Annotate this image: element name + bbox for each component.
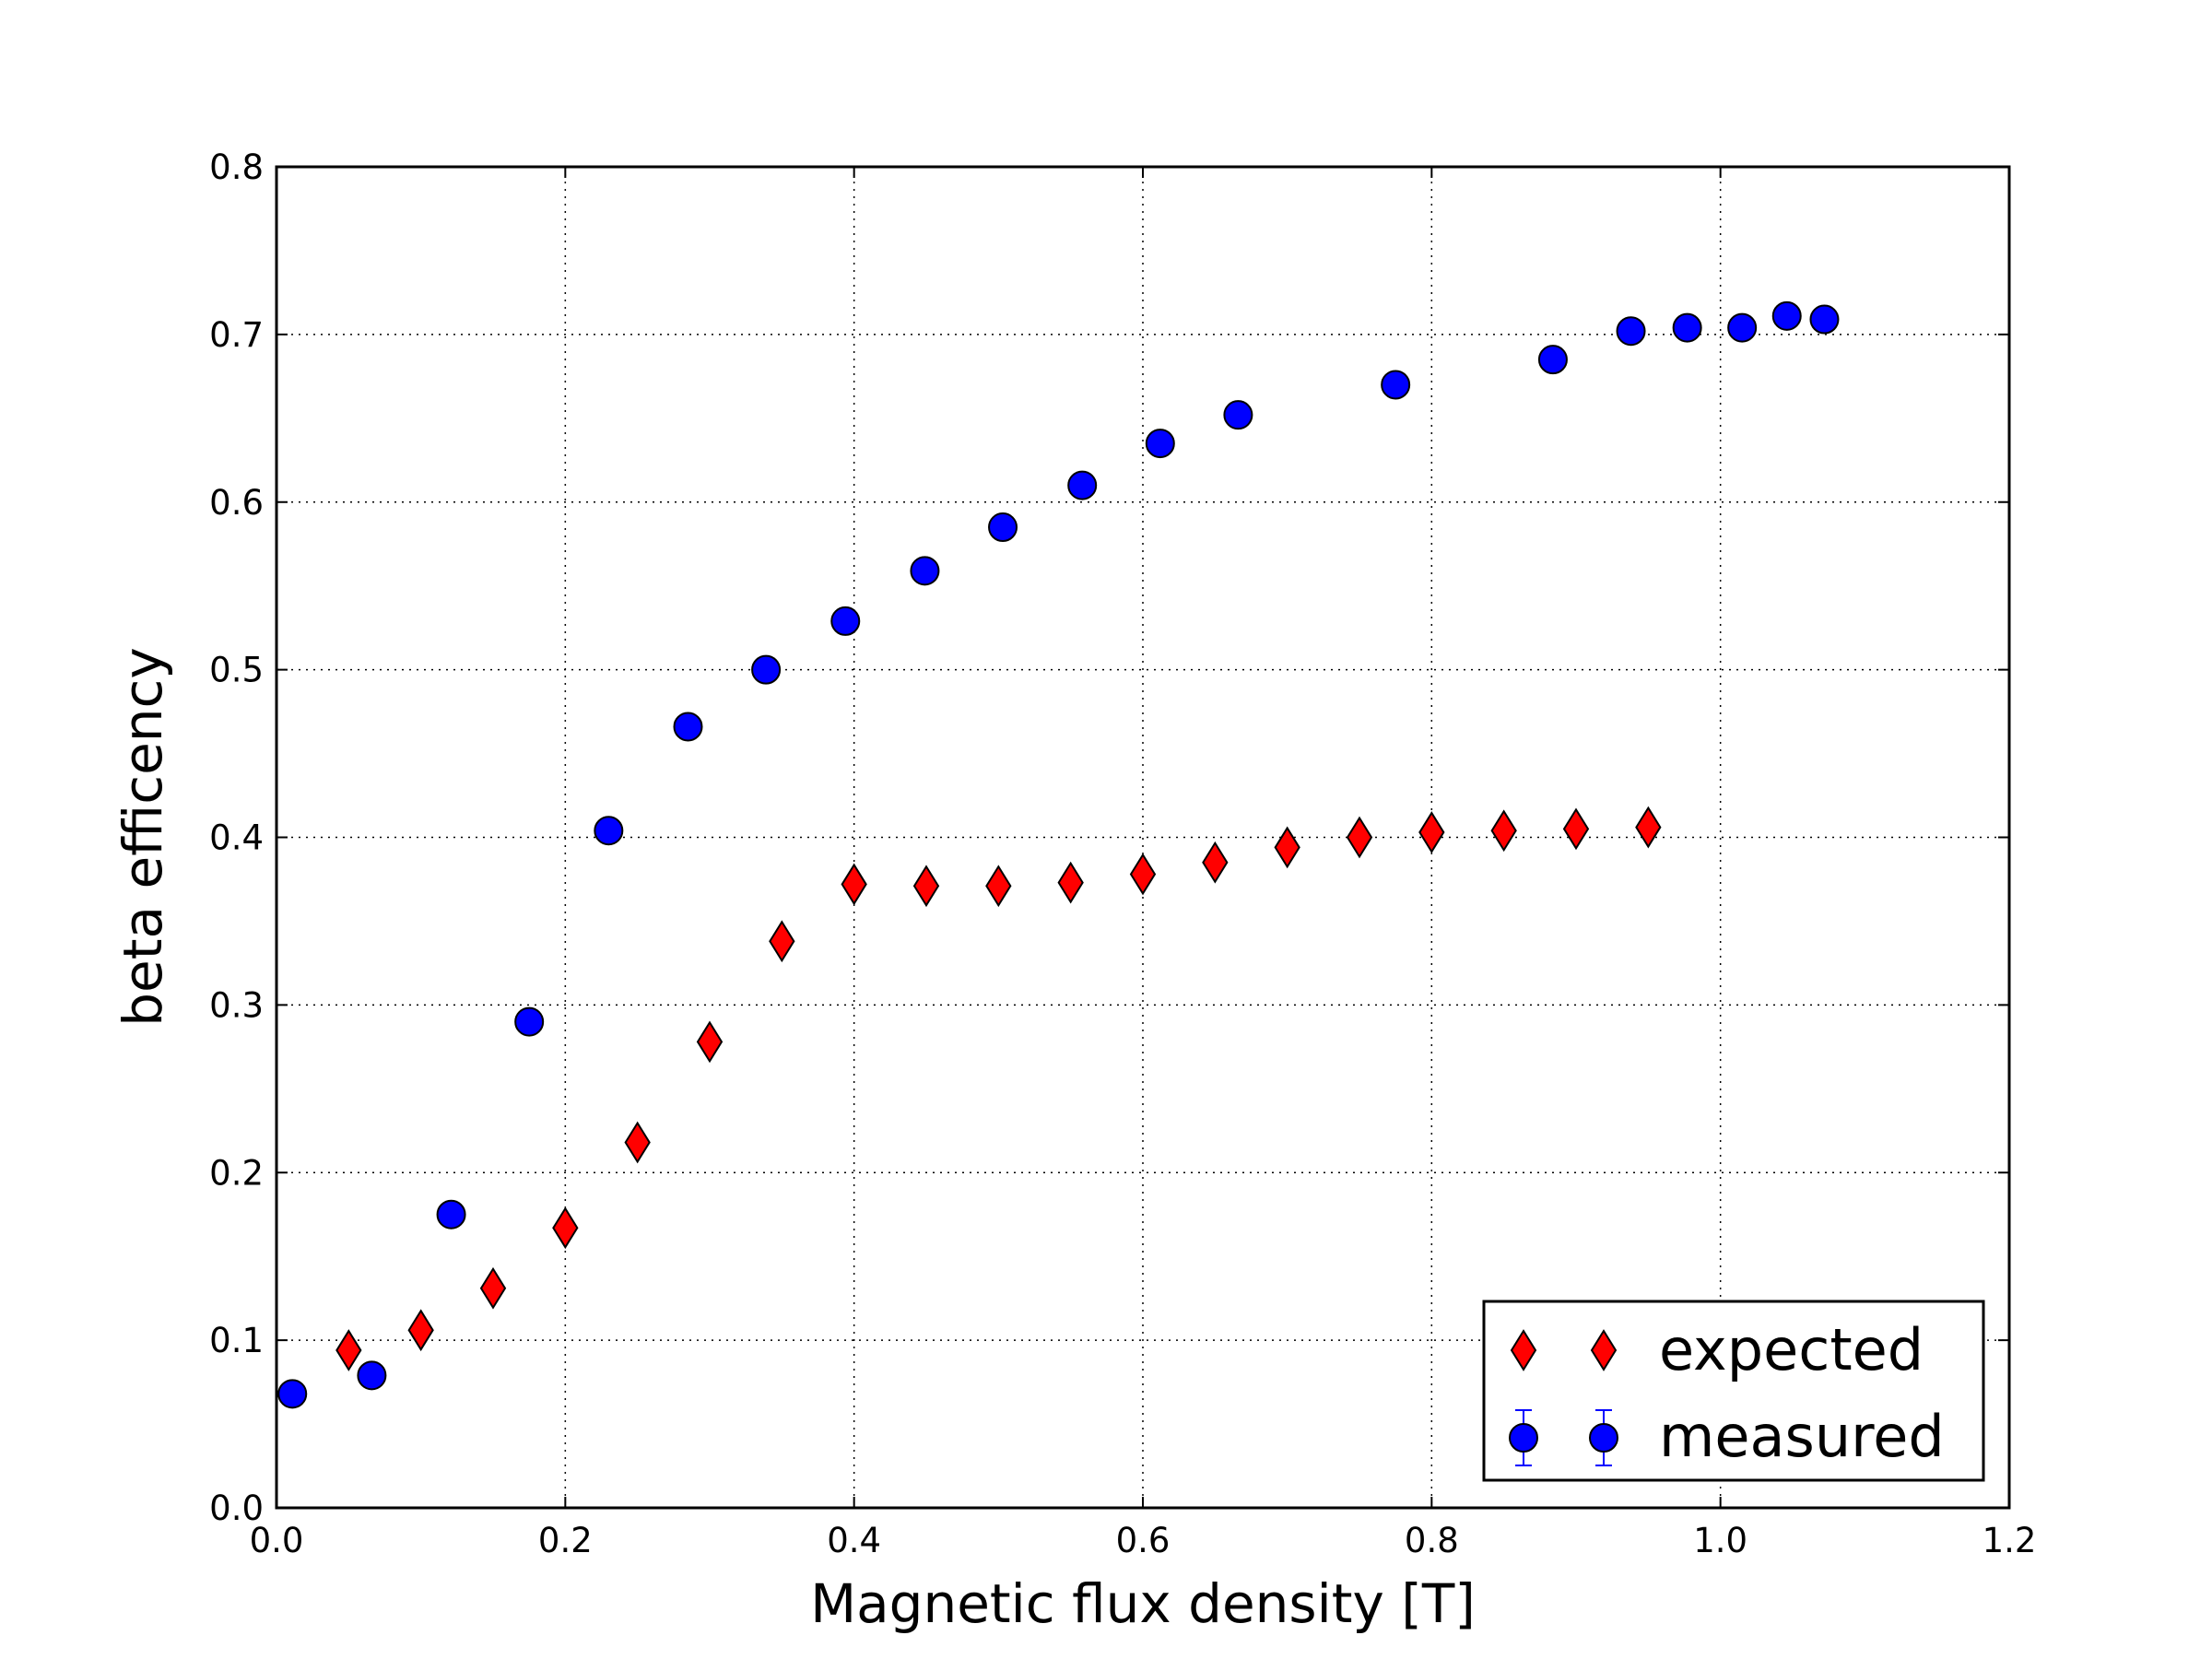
y-tick-label: 0.4 bbox=[209, 818, 264, 858]
x-tick-label: 0.4 bbox=[827, 1521, 881, 1560]
data-marks bbox=[277, 300, 1840, 1409]
point-measured bbox=[1616, 316, 1646, 347]
x-tick-label: 0.2 bbox=[538, 1521, 593, 1560]
y-tick-label: 0.0 bbox=[209, 1488, 264, 1528]
point-expected bbox=[696, 1020, 724, 1064]
point-expected bbox=[1418, 811, 1445, 853]
point-measured bbox=[1067, 470, 1098, 500]
legend-box bbox=[1482, 1300, 1985, 1482]
point-expected bbox=[912, 865, 940, 908]
legend-marker-measured bbox=[1509, 1423, 1538, 1453]
point-measured bbox=[751, 654, 782, 685]
point-expected bbox=[1635, 806, 1662, 849]
y-tick-label: 0.2 bbox=[209, 1153, 264, 1193]
axis-ticks: 0.0 0.2 0.4 0.6 0.8 1.0 1.2 0.0 0.1 0.2 0.3 0.4 0.5 0… bbox=[209, 147, 2036, 1560]
point-expected bbox=[335, 1329, 362, 1371]
point-expected bbox=[552, 1206, 579, 1250]
y-tick-label: 0.7 bbox=[209, 315, 264, 355]
point-expected bbox=[985, 865, 1012, 908]
point-expected bbox=[1057, 861, 1084, 904]
point-measured bbox=[910, 556, 940, 586]
point-measured bbox=[1537, 345, 1568, 375]
x-axis-label: Magnetic flux density [T] bbox=[810, 1572, 1476, 1635]
x-tick-label: 0.8 bbox=[1405, 1521, 1459, 1560]
legend-marker-measured bbox=[1589, 1423, 1618, 1453]
point-measured bbox=[673, 712, 703, 742]
point-expected bbox=[1346, 816, 1373, 859]
point-measured bbox=[1381, 370, 1411, 400]
x-tick-label: 1.0 bbox=[1693, 1521, 1747, 1560]
point-expected bbox=[479, 1266, 507, 1310]
point-measured bbox=[357, 1360, 387, 1391]
y-tick-label: 0.5 bbox=[209, 651, 264, 690]
legend-label-measured: measured bbox=[1659, 1403, 1945, 1470]
x-tick-label: 1.2 bbox=[1983, 1521, 2037, 1560]
y-tick-label: 0.6 bbox=[209, 483, 264, 523]
point-measured bbox=[514, 1006, 545, 1037]
point-measured bbox=[277, 1379, 308, 1409]
point-measured bbox=[988, 512, 1018, 543]
legend-label-expected: expected bbox=[1659, 1316, 1924, 1383]
point-measured bbox=[1809, 304, 1840, 335]
point-measured bbox=[1771, 300, 1802, 331]
point-expected bbox=[1562, 807, 1590, 851]
point-expected bbox=[841, 863, 867, 906]
point-measured bbox=[436, 1199, 466, 1230]
point-measured bbox=[1672, 312, 1702, 343]
y-tick-label: 0.8 bbox=[209, 147, 264, 187]
y-tick-label: 0.1 bbox=[209, 1321, 264, 1360]
point-expected bbox=[1274, 826, 1300, 869]
point-measured bbox=[830, 606, 861, 636]
legend-marker-expected bbox=[1510, 1329, 1537, 1371]
grid bbox=[276, 167, 2009, 1508]
legend: expected measured bbox=[1482, 1300, 1985, 1482]
y-tick-label: 0.3 bbox=[209, 985, 264, 1025]
legend-markers bbox=[1509, 1329, 1618, 1466]
y-axis-label: beta efficency bbox=[112, 647, 174, 1027]
point-expected bbox=[624, 1121, 651, 1164]
point-measured bbox=[594, 816, 624, 846]
x-tick-label: 0.0 bbox=[250, 1521, 304, 1560]
point-expected bbox=[1202, 841, 1229, 884]
point-measured bbox=[1145, 429, 1175, 459]
point-expected bbox=[1129, 853, 1157, 896]
point-measured bbox=[1223, 400, 1253, 430]
point-expected bbox=[1490, 809, 1517, 853]
legend-marker-expected bbox=[1590, 1329, 1618, 1371]
x-tick-label: 0.6 bbox=[1116, 1521, 1171, 1560]
point-measured bbox=[1727, 312, 1758, 343]
point-expected bbox=[407, 1309, 434, 1352]
point-expected bbox=[769, 920, 795, 963]
